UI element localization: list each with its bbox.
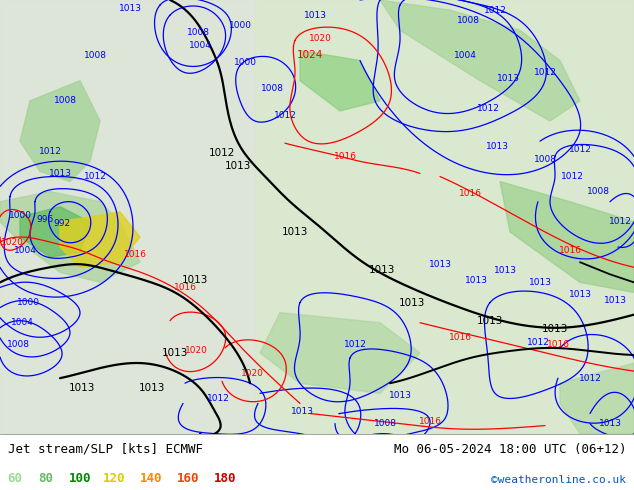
Polygon shape — [60, 212, 140, 267]
Text: 1000: 1000 — [16, 298, 39, 307]
Text: 1012: 1012 — [560, 172, 583, 181]
Text: 1016: 1016 — [559, 245, 581, 255]
Text: 1008: 1008 — [586, 187, 609, 196]
Text: 60: 60 — [8, 472, 23, 485]
Text: 80: 80 — [38, 472, 53, 485]
Polygon shape — [20, 81, 100, 181]
Text: 1013: 1013 — [429, 260, 451, 269]
Text: 1012: 1012 — [84, 172, 107, 181]
Text: 1013: 1013 — [529, 278, 552, 287]
Text: 1013: 1013 — [604, 296, 626, 305]
Text: 996: 996 — [36, 215, 54, 224]
Text: 1016: 1016 — [547, 341, 569, 349]
Text: 1020: 1020 — [1, 238, 23, 246]
Text: 120: 120 — [103, 472, 126, 485]
Text: 1012: 1012 — [484, 5, 507, 15]
Text: 1000: 1000 — [8, 211, 32, 220]
Text: 1012: 1012 — [609, 218, 631, 226]
Text: 1012: 1012 — [477, 104, 500, 113]
Text: 1000: 1000 — [233, 58, 257, 67]
Text: 1020: 1020 — [309, 34, 332, 43]
Text: 1013: 1013 — [48, 169, 72, 178]
Text: 1013: 1013 — [477, 316, 503, 326]
Text: 1016: 1016 — [124, 249, 146, 259]
Text: 1000: 1000 — [228, 21, 252, 30]
Text: 100: 100 — [68, 472, 91, 485]
Text: 1013: 1013 — [162, 348, 188, 358]
Text: Jet stream/SLP [kts] ECMWF: Jet stream/SLP [kts] ECMWF — [8, 443, 203, 456]
Text: 1013: 1013 — [369, 265, 395, 275]
Text: 1004: 1004 — [188, 41, 211, 50]
Polygon shape — [560, 363, 634, 434]
Text: 1013: 1013 — [389, 391, 411, 400]
Text: 180: 180 — [214, 472, 236, 485]
Text: 1013: 1013 — [493, 266, 517, 275]
Text: 1012: 1012 — [569, 145, 592, 154]
Text: 1013: 1013 — [598, 419, 621, 428]
Text: 1012: 1012 — [273, 112, 297, 121]
Text: 1020: 1020 — [184, 346, 207, 355]
Text: 140: 140 — [140, 472, 162, 485]
Text: 1013: 1013 — [465, 276, 488, 285]
Polygon shape — [300, 50, 380, 111]
Text: 1013: 1013 — [69, 383, 95, 393]
Polygon shape — [0, 192, 140, 282]
Text: 1016: 1016 — [458, 189, 481, 198]
Text: 1016: 1016 — [174, 283, 197, 292]
Text: 1016: 1016 — [333, 152, 356, 161]
Text: 1013: 1013 — [486, 142, 508, 151]
Bar — [0, 0, 255, 434]
Text: 1013: 1013 — [399, 297, 425, 308]
Text: 1008: 1008 — [53, 97, 77, 105]
Text: 1008: 1008 — [261, 84, 283, 93]
Text: 1008: 1008 — [6, 341, 30, 349]
Text: 1016: 1016 — [448, 333, 472, 343]
Text: 1004: 1004 — [11, 318, 34, 327]
Text: 1013: 1013 — [290, 407, 313, 416]
Text: 1013: 1013 — [139, 383, 165, 393]
Bar — [255, 0, 634, 434]
Text: 1004: 1004 — [453, 51, 476, 60]
Text: 1013: 1013 — [496, 74, 519, 83]
Polygon shape — [20, 207, 90, 257]
Text: 1013: 1013 — [119, 3, 141, 13]
Text: 1012: 1012 — [579, 374, 602, 383]
Polygon shape — [260, 313, 420, 393]
Polygon shape — [380, 0, 580, 121]
Text: 1012: 1012 — [39, 147, 61, 156]
Text: 1004: 1004 — [13, 245, 36, 255]
Text: 1013: 1013 — [225, 161, 251, 172]
Text: 1008: 1008 — [373, 419, 396, 428]
Text: 1008: 1008 — [84, 51, 107, 60]
Text: 1013: 1013 — [569, 290, 592, 299]
Text: 1013: 1013 — [281, 227, 308, 237]
Polygon shape — [500, 181, 634, 293]
Text: 1008: 1008 — [456, 16, 479, 24]
Text: 1012: 1012 — [527, 339, 550, 347]
Text: 1008: 1008 — [186, 28, 209, 37]
Text: 1012: 1012 — [209, 148, 235, 158]
Text: 160: 160 — [177, 472, 199, 485]
Text: 1013: 1013 — [542, 324, 568, 334]
Text: ©weatheronline.co.uk: ©weatheronline.co.uk — [491, 475, 626, 485]
Text: 1013: 1013 — [182, 275, 208, 285]
Text: 1024: 1024 — [297, 50, 323, 60]
Text: 1016: 1016 — [418, 417, 441, 426]
Text: 1008: 1008 — [533, 155, 557, 164]
Text: 1012: 1012 — [344, 341, 366, 349]
Text: 992: 992 — [53, 220, 70, 228]
Text: 1012: 1012 — [207, 394, 230, 403]
Text: 1020: 1020 — [240, 368, 264, 378]
Text: 1013: 1013 — [304, 11, 327, 20]
Text: 1012: 1012 — [534, 68, 557, 77]
Text: Mo 06-05-2024 18:00 UTC (06+12): Mo 06-05-2024 18:00 UTC (06+12) — [394, 443, 626, 456]
